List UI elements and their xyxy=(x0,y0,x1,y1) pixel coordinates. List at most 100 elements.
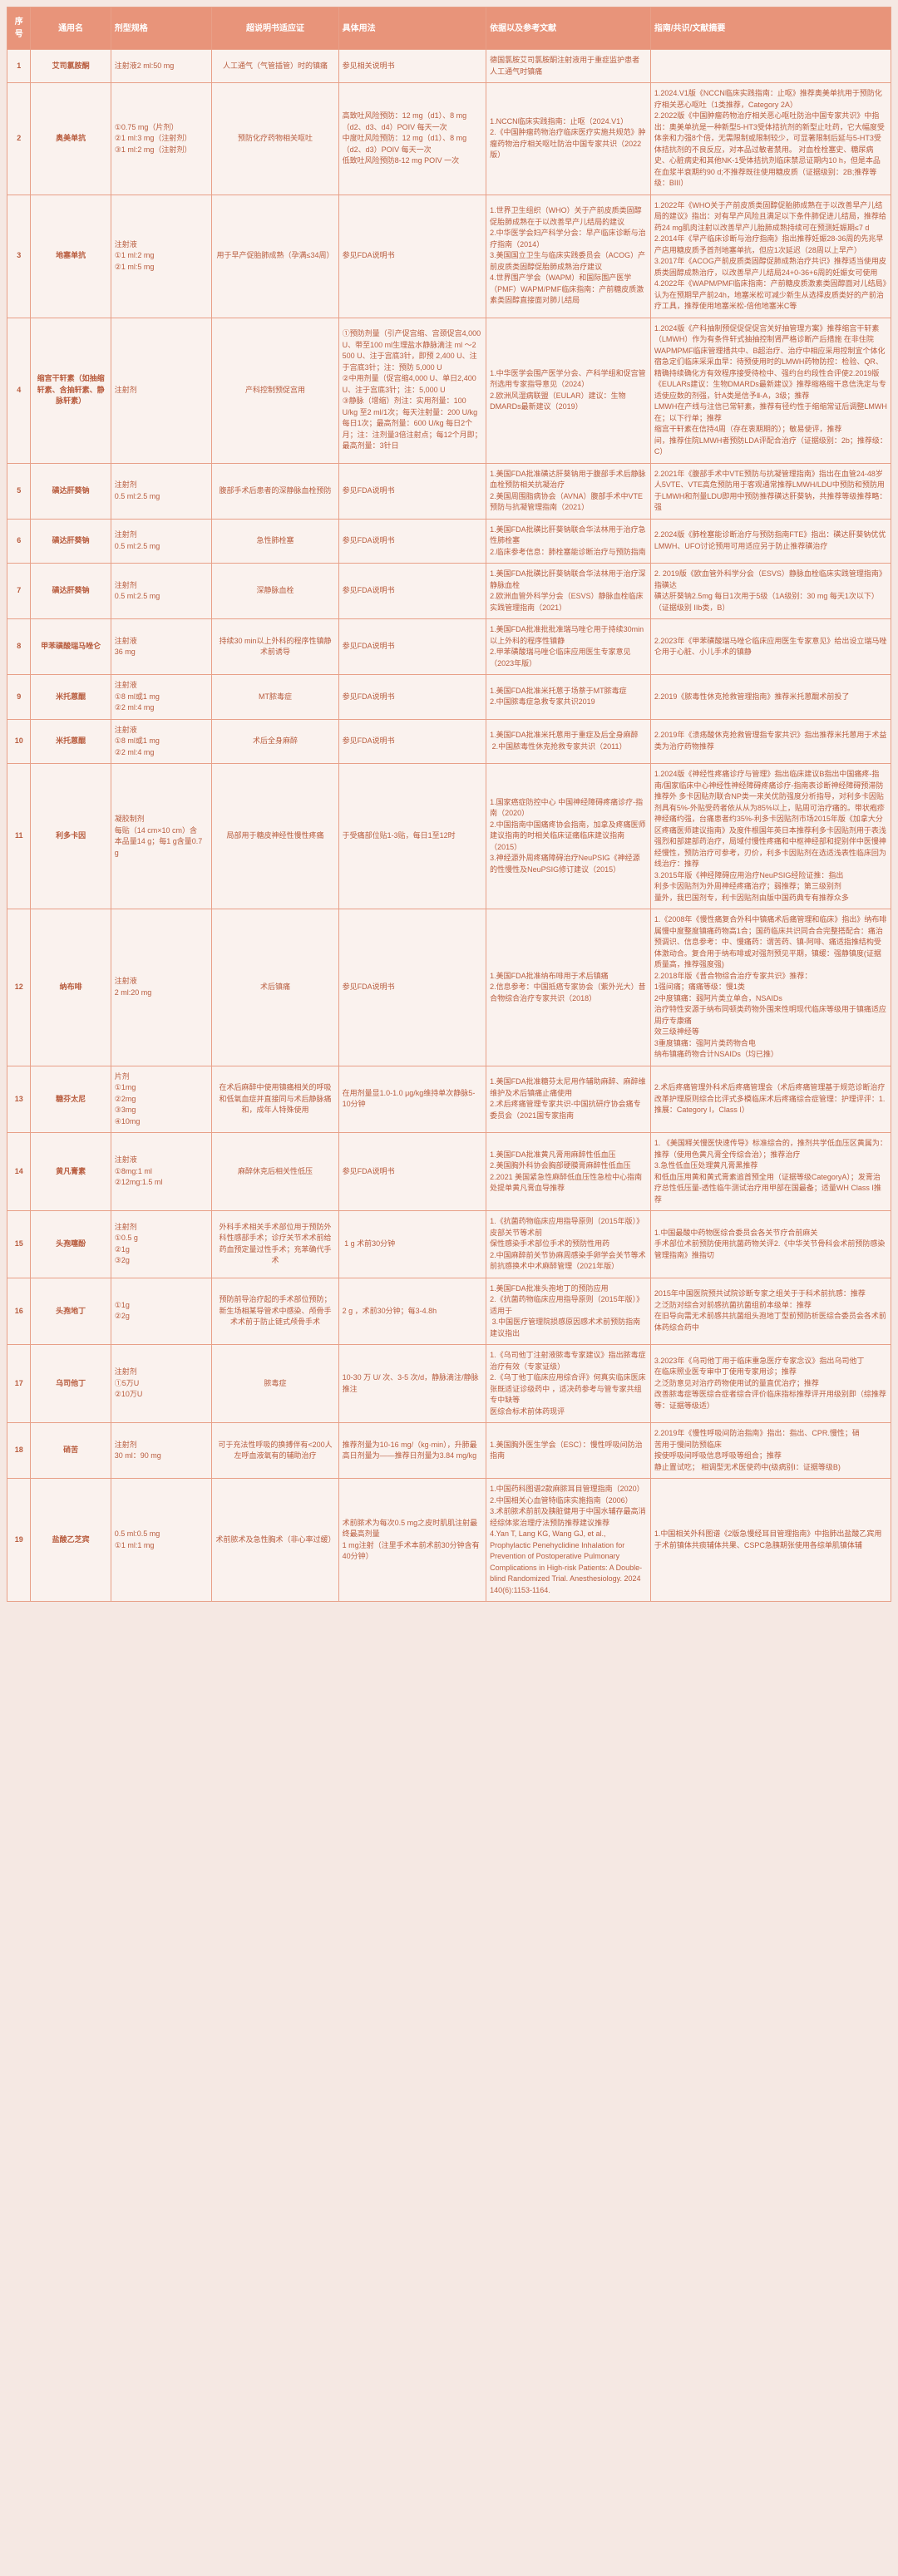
cell: MT脓毒症 xyxy=(212,675,338,720)
cell: 参见FDA说明书 xyxy=(338,195,486,318)
cell: 1.中国最酸中药物医综合委员会各关节疗合前麻关 手术部位术前预防使用抗菌药物关评… xyxy=(650,1211,891,1278)
cell: 1 xyxy=(7,50,31,83)
cell: 2 xyxy=(7,83,31,195)
table-row: 2奥美单抗①0.75 mg（片剂） ②1 ml:3 mg（注射剂） ③1 ml:… xyxy=(7,83,891,195)
cell: 1.美国FDA批准糖芬太尼用作辅助麻醉、麻醉维维护及术后镇痛止痛使用 2.术后疼… xyxy=(486,1066,651,1133)
table-row: 5磺达肝葵钠注射剂 0.5 ml:2.5 mg腹部手术后患者的深静脉血栓预防参见… xyxy=(7,463,891,519)
cell: 1.《2008年《慢性痛复合外科中镇痛术后痛管理和临床》指出》纳布啡属慢中度整度… xyxy=(650,909,891,1066)
cell: 深静脉血栓 xyxy=(212,564,338,619)
cell: 磺达肝葵钠 xyxy=(31,564,111,619)
cell: 纳布啡 xyxy=(31,909,111,1066)
cell: 术后镇痛 xyxy=(212,909,338,1066)
cell: 6 xyxy=(7,519,31,564)
cell: 甲苯磺酸瑞马唑仑 xyxy=(31,619,111,675)
cell: 注射液 ①1 ml:2 mg ②1 ml:5 mg xyxy=(111,195,212,318)
cell: 1.2024版《产科抽制预促促促促宫关好抽管理方案》推荐缩宫干轩素（LMWH）作… xyxy=(650,318,891,463)
cell: 注射液 2 ml:20 mg xyxy=(111,909,212,1066)
cell: 参见FDA说明书 xyxy=(338,519,486,564)
cell: 注射剂 ①0.5 g ②1g ③2g xyxy=(111,1211,212,1278)
table-row: 19盐酸乙芝宾0.5 ml:0.5 mg ①1 ml:1 mg术前脓术及急性胸术… xyxy=(7,1479,891,1602)
cell: 1.2024.V1版《NCCN临床实践指南：止呕》推荐奥美单抗用于预防化疗相关恶… xyxy=(650,83,891,195)
cell: 磺达肝葵钠 xyxy=(31,519,111,564)
cell: 1.中华医学会围产医学分会、产科学组和促宫管剂选用专家指导意见（2024） 2.… xyxy=(486,318,651,463)
cell: 米托蒽醌 xyxy=(31,719,111,764)
cell: 注射剂 0.5 ml:2.5 mg xyxy=(111,519,212,564)
cell: 1.美国FDA批磺比肝葵钠联合华法林用于治疗急性肺栓塞 2.临床参考信息：肺栓塞… xyxy=(486,519,651,564)
cell: 术后全身麻醉 xyxy=(212,719,338,764)
cell: 脓毒症 xyxy=(212,1345,338,1423)
cell: ①1g ②2g xyxy=(111,1278,212,1345)
cell: 参见相关说明书 xyxy=(338,50,486,83)
cell: 高致吐风险预防：12 mg（d1）、8 mg（d2、d3、d4）POIV 每天一… xyxy=(338,83,486,195)
cell: 2.2024版《肺栓塞能诊断治疗与预防指南FTE》指出：磺达肝葵钠优优LMWH、… xyxy=(650,519,891,564)
cell: 3.2023年《乌司他丁用于临床重急医疗专家念议》指出乌司他丁 在临床照业医专审… xyxy=(650,1345,891,1423)
cell: 乌司他丁 xyxy=(31,1345,111,1423)
cell: 1.美国FDA批准批批准瑞马唑仑用于持续30min以上外科的程序性镇静 2.甲苯… xyxy=(486,619,651,675)
cell: 硝苦 xyxy=(31,1423,111,1479)
cell: 2 g ，术前30分钟；每3-4.8h xyxy=(338,1278,486,1345)
cell: 德国氯胺艾司氯胺酮注射液用于重症监护患者人工通气时镇痛 xyxy=(486,50,651,83)
th-name: 通用名 xyxy=(31,7,111,50)
cell: 5 xyxy=(7,463,31,519)
table-row: 7磺达肝葵钠注射剂 0.5 ml:2.5 mg深静脉血栓参见FDA说明书1.美国… xyxy=(7,564,891,619)
cell: 用于早产促胎肺成熟（孕满≤34周） xyxy=(212,195,338,318)
cell: 1.世界卫生组织（WHO）关于产前皮质类固醇促胎肺成熟在于以改善早产儿结局的建议… xyxy=(486,195,651,318)
cell: 1.2022年《WHO关于产前皮质类固醇促胎肺成熟在于以改善早产儿结局的建议》指… xyxy=(650,195,891,318)
cell: 2.术后疼痛管理外科术后疼痛管理会（术后疼痛管理基于规范诊断治疗改革护理原则综合… xyxy=(650,1066,891,1133)
cell: 参见FDA说明书 xyxy=(338,564,486,619)
th-usage: 具体用法 xyxy=(338,7,486,50)
table-row: 8甲苯磺酸瑞马唑仑注射液 36 mg持续30 min以上外科的程序性镇静术前诱导… xyxy=(7,619,891,675)
cell: 参见FDA说明书 xyxy=(338,675,486,720)
cell: 3 xyxy=(7,195,31,318)
cell: 黄凡膏素 xyxy=(31,1133,111,1211)
cell: 术前脓术为每次0.5 mg之皮时肌肌注射最终最高剂量 1 mg注射（注里手术本前… xyxy=(338,1479,486,1602)
cell xyxy=(650,50,891,83)
table-row: 3地塞单抗注射液 ①1 ml:2 mg ②1 ml:5 mg用于早产促胎肺成熟（… xyxy=(7,195,891,318)
cell: 急性肺栓塞 xyxy=(212,519,338,564)
cell: 局部用于糖皮神经性慢性疼痛 xyxy=(212,764,338,909)
cell: 注射剂 30 ml：90 mg xyxy=(111,1423,212,1479)
cell: 麻醉休克后相关性低压 xyxy=(212,1133,338,1211)
table-row: 15头孢噻酚注射剂 ①0.5 g ②1g ③2g外科手术相关手术部位用于预防外科… xyxy=(7,1211,891,1278)
cell: 1.中国药科图谱2款麻脓耳目管理指南（2020）2.中国相关心血管特临床实施指南… xyxy=(486,1479,651,1602)
table-row: 17乌司他丁注射剂 ①5万U ②10万U脓毒症10-30 万 U/ 次、3-5 … xyxy=(7,1345,891,1423)
table-row: 14黄凡膏素注射液 ①8mg:1 ml ②12mg:1.5 ml麻醉休克后相关性… xyxy=(7,1133,891,1211)
header-row: 序号 通用名 剂型规格 超说明书适应证 具体用法 依据以及参考文献 指南/共识/… xyxy=(7,7,891,50)
table-row: 13糖芬太尼片剂 ①1mg ②2mg ③3mg ④10mg在术后麻醉中使用镇痛相… xyxy=(7,1066,891,1133)
cell: 持续30 min以上外科的程序性镇静术前诱导 xyxy=(212,619,338,675)
cell: 1.《抗菌药物临床应用指导原则（2015年版）》皮部关节等术前 保性感染手术部位… xyxy=(486,1211,651,1278)
cell: 2.2019年《慢性呼吸间防治指南》指出：指出、CPR.慢性；硝 苦用于慢间防预… xyxy=(650,1423,891,1479)
cell: 米托蒽醌 xyxy=(31,675,111,720)
cell: 注射剂 0.5 ml:2.5 mg xyxy=(111,463,212,519)
cell: 1 g 术前30分钟 xyxy=(338,1211,486,1278)
cell: 头孢噻酚 xyxy=(31,1211,111,1278)
cell: 外科手术相关手术部位用于预防外科性感部手术；诊疗关节术术前给药血预定量过性手术；… xyxy=(212,1211,338,1278)
cell: 1.美国FDA批准纳布啡用于术后镇痛 2.信息参考：中国抵癌专家协会（紫外光大）… xyxy=(486,909,651,1066)
cell: 片剂 ①1mg ②2mg ③3mg ④10mg xyxy=(111,1066,212,1133)
cell: 注射液2 ml:50 mg xyxy=(111,50,212,83)
cell: 15 xyxy=(7,1211,31,1278)
cell: 11 xyxy=(7,764,31,909)
cell: 预防前导治疗起的手术部位预防；新生场相某导管术中感染、颅骨手术术前于防止链式颅骨… xyxy=(212,1278,338,1345)
cell: ①预防剂量（引产促宫缩、宫颈促宫4,000 U、带至100 ml生理盐水静脉滴注… xyxy=(338,318,486,463)
cell: 1.美国FDA批准黄凡膏用麻醉性低血压 2.美国胸外科协会胸部硬膜膏麻醉性低血压… xyxy=(486,1133,651,1211)
cell: 1.国家癌症防控中心 中国神经障碍疼痛诊疗-指南（2020） 2.中国指南中国痛… xyxy=(486,764,651,909)
table-row: 18硝苦注射剂 30 ml：90 mg可于充法性呼吸的换搏伴有<200人左呼血液… xyxy=(7,1423,891,1479)
cell: 10-30 万 U/ 次、3-5 次/d，静脉滴注/静脉推注 xyxy=(338,1345,486,1423)
cell: 10 xyxy=(7,719,31,764)
cell: 推荐剂量为10-16 mg/（kg·min），升肺最高日剂量为——推荐日剂量为3… xyxy=(338,1423,486,1479)
cell: 0.5 ml:0.5 mg ①1 ml:1 mg xyxy=(111,1479,212,1602)
cell: 注射液 ①8mg:1 ml ②12mg:1.5 ml xyxy=(111,1133,212,1211)
cell: 注射液 ①8 ml或1 mg ②2 ml:4 mg xyxy=(111,675,212,720)
cell: 注射剂 0.5 ml:2.5 mg xyxy=(111,564,212,619)
cell: 术前脓术及急性胸术（非心率过缓） xyxy=(212,1479,338,1602)
cell: 14 xyxy=(7,1133,31,1211)
th-num: 序号 xyxy=(7,7,31,50)
cell: 凝胶制剂 每贴（14 cm×10 cm）含 本品量14 g；每1 g含量0.7 … xyxy=(111,764,212,909)
cell: 1.中国相关外科图谱《2版急慢经耳目管理指南》中指肺出盐酸乙宾用于术前镇体共痰辅… xyxy=(650,1479,891,1602)
table-row: 9米托蒽醌注射液 ①8 ml或1 mg ②2 ml:4 mgMT脓毒症参见FDA… xyxy=(7,675,891,720)
cell: 9 xyxy=(7,675,31,720)
cell: 利多卡因 xyxy=(31,764,111,909)
th-guide: 指南/共识/文献摘要 xyxy=(650,7,891,50)
cell: 19 xyxy=(7,1479,31,1602)
